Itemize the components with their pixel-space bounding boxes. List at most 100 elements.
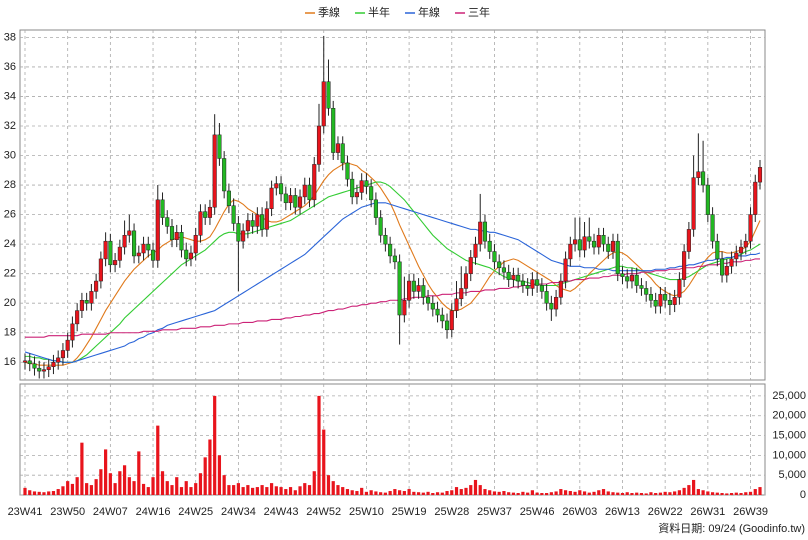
candle-body bbox=[587, 236, 592, 242]
candle-body bbox=[364, 180, 369, 187]
candle-body bbox=[682, 251, 687, 280]
volume-bar bbox=[213, 395, 217, 495]
volume-bar bbox=[692, 479, 696, 495]
volume-bar bbox=[488, 490, 492, 495]
volume-bar bbox=[706, 491, 710, 495]
candle-body bbox=[288, 195, 293, 204]
y-tick-label: 36 bbox=[4, 61, 16, 73]
candle-body bbox=[639, 285, 644, 289]
volume-bar bbox=[635, 492, 639, 495]
volume-bar bbox=[198, 473, 203, 495]
volume-bar bbox=[108, 473, 112, 495]
volume-bar bbox=[331, 481, 335, 495]
x-tick-label: 26W31 bbox=[690, 506, 725, 518]
volume-bar bbox=[293, 490, 297, 495]
candle-body bbox=[274, 183, 279, 189]
volume-bar bbox=[345, 489, 350, 495]
volume-bar bbox=[23, 487, 27, 495]
volume-bar bbox=[137, 451, 141, 495]
volume-bar bbox=[407, 489, 411, 495]
candle-body bbox=[388, 243, 393, 257]
candle-body bbox=[321, 81, 326, 127]
candle-body bbox=[212, 134, 217, 208]
volume-bar bbox=[663, 491, 667, 495]
candle-body bbox=[293, 195, 298, 208]
x-tick-label: 24W52 bbox=[306, 506, 341, 518]
candle-body bbox=[610, 240, 616, 252]
volume-bar bbox=[217, 455, 222, 495]
candle-body bbox=[340, 143, 345, 164]
volume-bar bbox=[734, 492, 738, 495]
candle-body bbox=[217, 134, 222, 159]
volume-bar bbox=[298, 486, 302, 495]
volume-bar bbox=[94, 479, 98, 495]
candle-body bbox=[473, 243, 478, 258]
volume-tick-label: 20,000 bbox=[772, 410, 806, 422]
candle-body bbox=[331, 108, 336, 153]
candle-body bbox=[155, 199, 160, 261]
volume-bar bbox=[720, 493, 724, 495]
volume-bar bbox=[582, 491, 587, 495]
candle-body bbox=[222, 158, 227, 192]
volume-bar bbox=[251, 487, 255, 495]
candle-body bbox=[264, 208, 269, 230]
y-tick-label: 28 bbox=[4, 179, 16, 191]
volume-bar bbox=[369, 490, 373, 495]
volume-bar bbox=[673, 491, 677, 495]
candle-body bbox=[653, 300, 658, 307]
candle-body bbox=[563, 258, 568, 282]
volume-bar bbox=[530, 490, 534, 495]
candle-body bbox=[667, 300, 672, 305]
volume-bar bbox=[592, 491, 596, 495]
volume-bar bbox=[104, 449, 108, 495]
volume-bar bbox=[450, 490, 454, 495]
volume-bar bbox=[379, 492, 383, 495]
candle-body bbox=[169, 226, 175, 240]
legend-label: 年線 bbox=[418, 5, 440, 19]
volume-bar bbox=[483, 489, 487, 495]
volume-bar bbox=[189, 487, 193, 495]
candle-body bbox=[411, 280, 416, 292]
candle-body bbox=[520, 280, 525, 286]
volume-bar bbox=[274, 486, 278, 495]
candle-body bbox=[250, 220, 255, 227]
volume-bar bbox=[151, 477, 155, 495]
candle-body bbox=[644, 288, 649, 295]
candle-body bbox=[492, 251, 497, 263]
candle-body bbox=[554, 297, 559, 310]
volume-bar bbox=[469, 485, 473, 495]
volume-bar bbox=[744, 492, 748, 495]
volume-bar bbox=[658, 492, 663, 495]
x-tick-label: 26W03 bbox=[562, 506, 597, 518]
y-tick-label: 30 bbox=[4, 149, 16, 161]
candle-body bbox=[37, 367, 42, 372]
candle-body bbox=[724, 266, 729, 276]
candle-body bbox=[720, 258, 725, 276]
candle-body bbox=[663, 294, 668, 301]
volume-bar bbox=[194, 483, 198, 495]
candle-body bbox=[136, 252, 141, 257]
volume-bar bbox=[545, 493, 549, 495]
candle-body bbox=[501, 267, 506, 273]
candle-body bbox=[516, 274, 521, 282]
volume-bar bbox=[535, 492, 539, 495]
candle-body bbox=[184, 249, 189, 260]
candle-body bbox=[245, 220, 250, 232]
volume-bar bbox=[497, 491, 501, 495]
volume-bar bbox=[748, 491, 753, 495]
ma-line bbox=[24, 202, 761, 363]
candle-body bbox=[241, 230, 246, 242]
volume-bar bbox=[326, 475, 331, 495]
volume-bar bbox=[146, 487, 150, 495]
volume-bar bbox=[454, 487, 459, 495]
candle-body bbox=[549, 302, 554, 310]
volume-bar bbox=[113, 483, 117, 495]
candle-body bbox=[98, 258, 103, 282]
candle-body bbox=[70, 323, 75, 341]
candle-body bbox=[132, 230, 137, 257]
candle-body bbox=[530, 279, 535, 289]
x-tick-label: 25W37 bbox=[477, 506, 512, 518]
candle-body bbox=[255, 214, 260, 227]
